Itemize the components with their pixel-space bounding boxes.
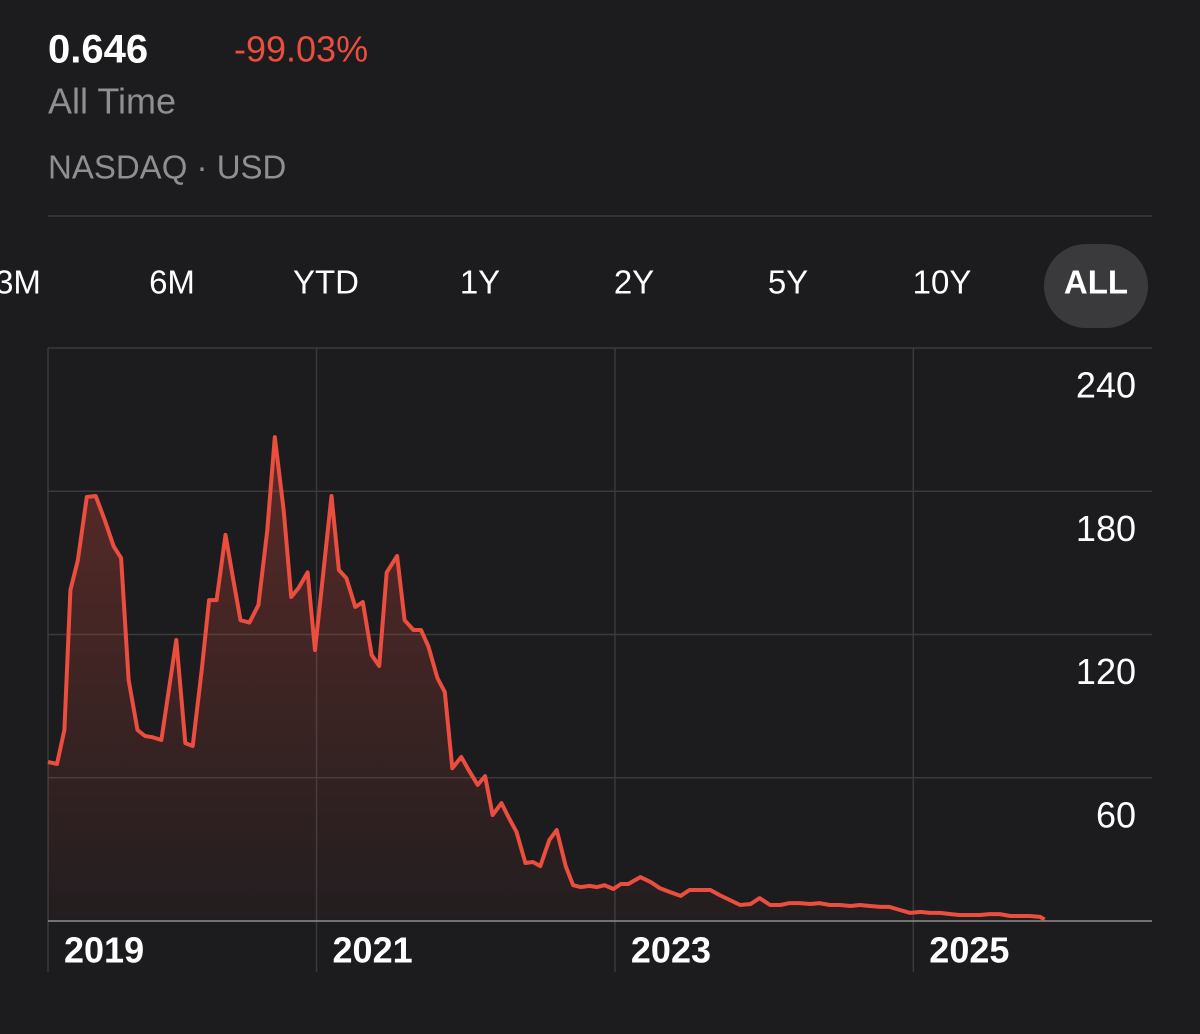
plot: 60 120 180 240 2019 2021 2023 2025 (47, 347, 1152, 972)
price-line (47, 435, 1046, 922)
x-tick-label: 2019 (64, 930, 144, 971)
range-button[interactable]: 10Y (913, 264, 972, 301)
range-button[interactable]: YTD (293, 264, 359, 301)
range-button[interactable]: 1Y (460, 264, 500, 301)
y-tick-label: 240 (1076, 365, 1136, 406)
y-tick-label: 120 (1076, 651, 1136, 692)
area-fill (48, 437, 1045, 921)
range-button[interactable]: 6M (149, 264, 195, 301)
y-tick-label: 60 (1096, 794, 1136, 835)
range-selector: 3M 6M YTD 1Y 2Y 5Y 10Y ALL (0, 244, 1148, 328)
change: -99.03% (234, 29, 368, 70)
y-tick-label: 180 (1076, 508, 1136, 549)
x-tick-label: 2021 (333, 930, 413, 971)
price: 0.646 (48, 28, 148, 72)
range-button[interactable]: 3M (0, 264, 41, 301)
x-tick-label: 2023 (631, 930, 711, 971)
period: All Time (48, 81, 176, 122)
exchange: NASDAQ · USD (48, 149, 286, 186)
range-button[interactable]: 2Y (614, 264, 654, 301)
range-button[interactable]: 5Y (768, 264, 808, 301)
x-tick-label: 2025 (929, 930, 1009, 971)
range-button[interactable]: ALL (1064, 264, 1128, 301)
range-selected-pill (1044, 244, 1148, 328)
